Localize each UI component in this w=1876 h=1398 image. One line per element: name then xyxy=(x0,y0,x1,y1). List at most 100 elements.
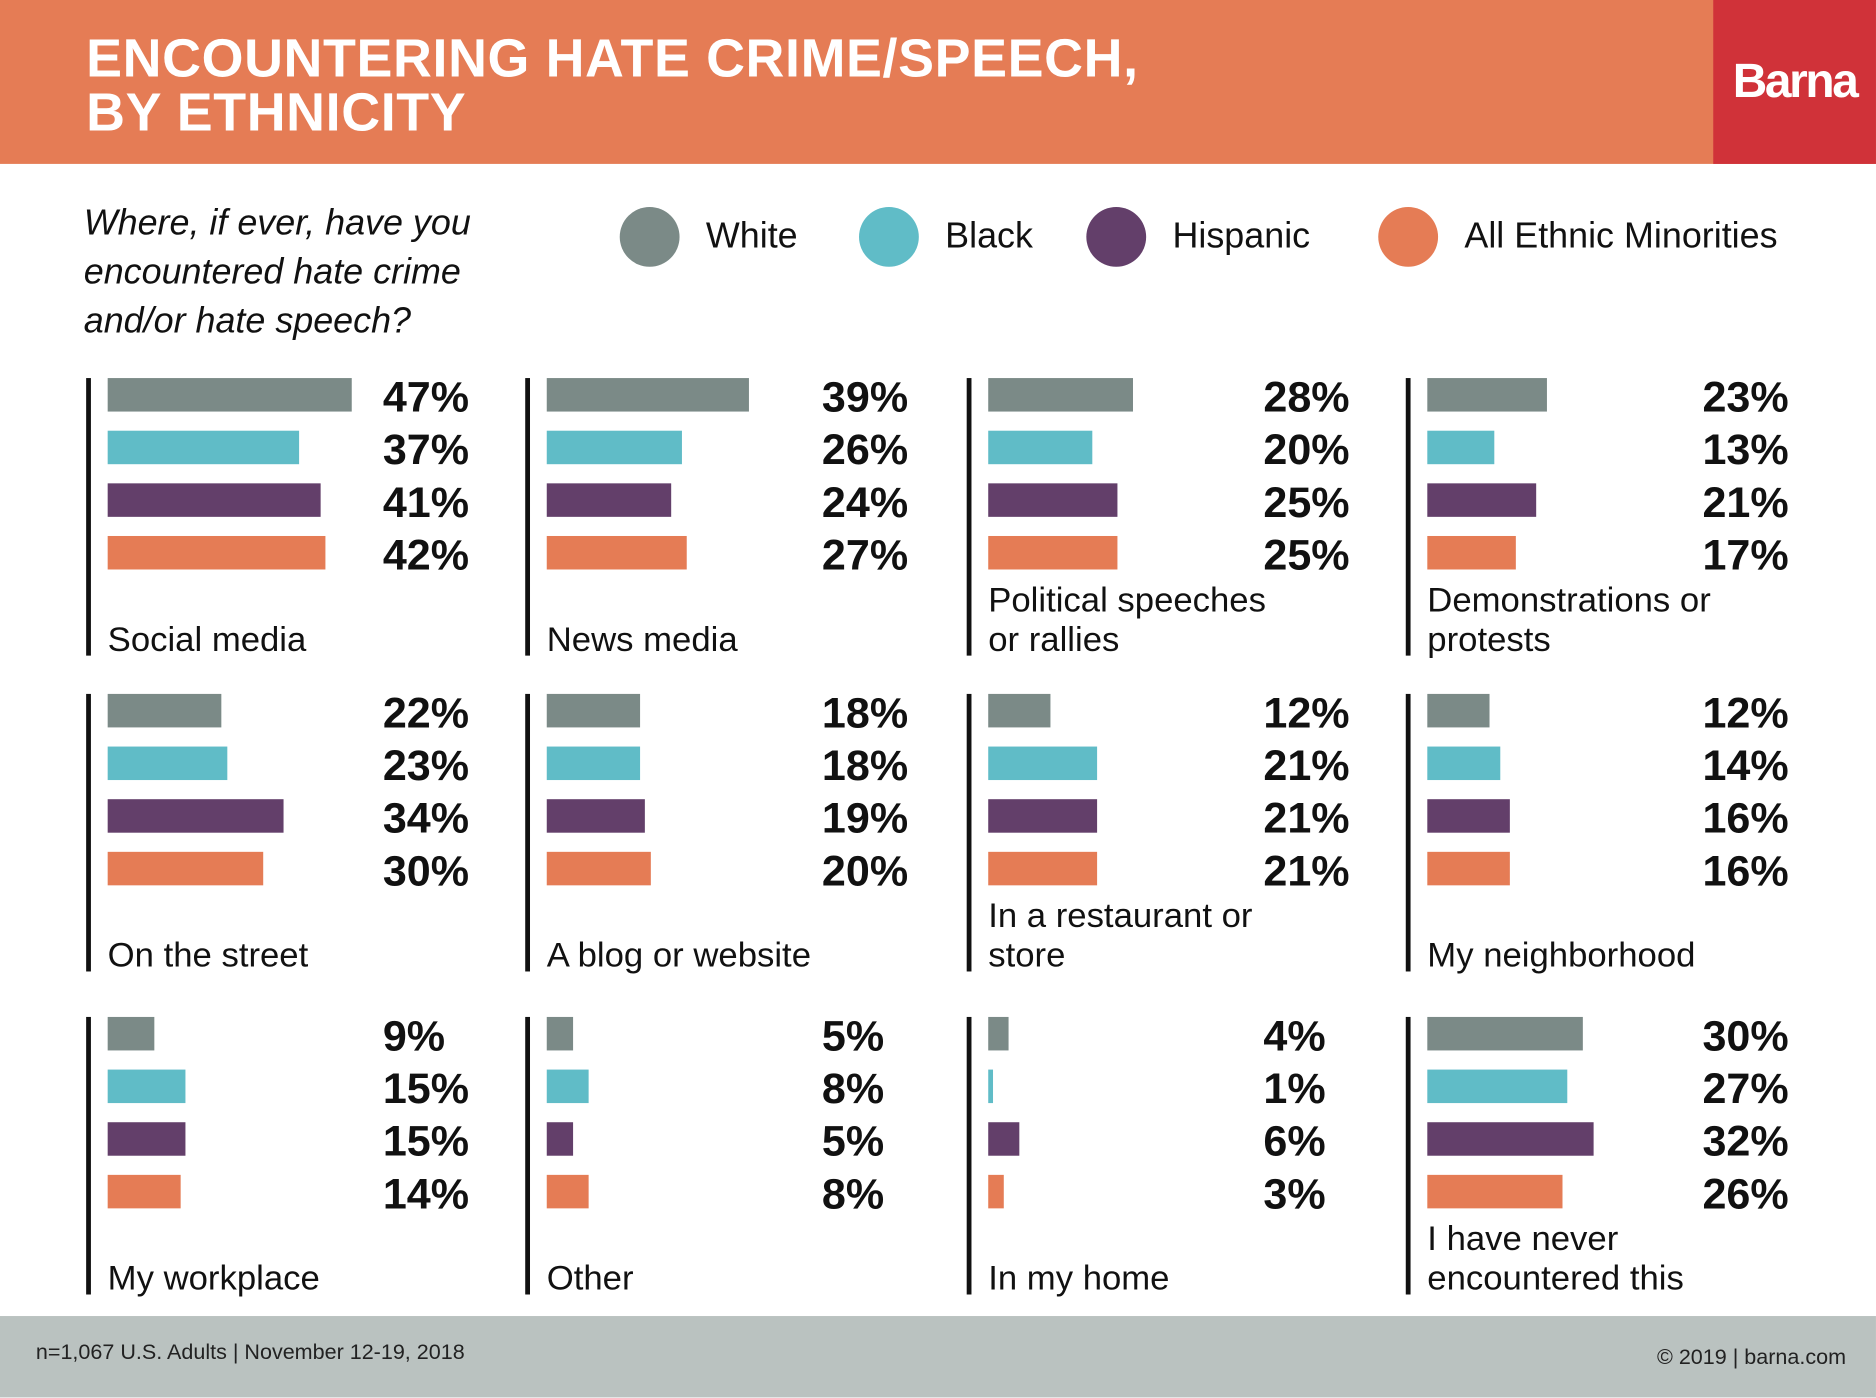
legend-label: Black xyxy=(945,216,1033,257)
category-panel: 5% 8% 5% 8% Other xyxy=(525,1010,925,1298)
data-label: 30% xyxy=(1702,1010,1789,1061)
category-panel: 9% 15% 15% 14% My workplace xyxy=(86,1010,486,1298)
category-label: Demonstrations or protests xyxy=(1427,581,1711,660)
bar-black xyxy=(107,746,227,781)
data-label: 15% xyxy=(382,1063,470,1113)
data-label: 25% xyxy=(1263,477,1350,527)
category-label: News media xyxy=(546,620,738,660)
bar-hispanic xyxy=(1427,1122,1594,1156)
bar-hispanic xyxy=(988,1122,1020,1156)
bar-white xyxy=(1427,1016,1583,1051)
data-label: 22% xyxy=(382,687,470,737)
data-label: 12% xyxy=(1702,687,1789,737)
category-label: A blog or website xyxy=(546,936,811,976)
category-panel: 18% 18% 19% 20% A blog or website xyxy=(525,687,925,975)
legend-label: Hispanic xyxy=(1172,216,1311,257)
category-label: Other xyxy=(546,1259,634,1299)
data-label: 23% xyxy=(382,740,470,790)
data-label: 21% xyxy=(1263,845,1350,895)
category-label: On the street xyxy=(107,936,309,976)
bar-hispanic xyxy=(988,799,1098,833)
title-line-2: BY ETHNICITY xyxy=(86,81,467,143)
bar-all-ethnic-minorities xyxy=(1427,535,1516,570)
category-panel: 4% 1% 6% 3% In my home xyxy=(966,1010,1367,1298)
data-label: 42% xyxy=(382,530,470,580)
data-label: 20% xyxy=(1263,424,1350,474)
data-label: 14% xyxy=(1702,740,1789,790)
category-label: Political speeches or rallies xyxy=(988,581,1266,660)
data-label: 41% xyxy=(382,477,470,527)
title-line-1: ENCOUNTERING HATE CRIME/SPEECH, xyxy=(86,27,1139,89)
chart-title: ENCOUNTERING HATE CRIME/SPEECH, BY ETHNI… xyxy=(86,31,1139,139)
data-label: 4% xyxy=(1263,1010,1326,1061)
bar-black xyxy=(988,1069,994,1104)
category-panel: 28% 20% 25% 25% Political speeches or rallie… xyxy=(966,372,1367,659)
data-label: 47% xyxy=(382,372,470,422)
data-label: 15% xyxy=(382,1116,470,1166)
legend-item: Hispanic xyxy=(1086,206,1311,267)
bar-black xyxy=(546,746,640,781)
category-label: Social media xyxy=(107,620,307,660)
bar-white xyxy=(107,378,352,412)
footer: n=1,067 U.S. Adults | November 12-19, 20… xyxy=(0,1316,1876,1398)
data-label: 37% xyxy=(382,424,470,474)
bar-all-ethnic-minorities xyxy=(107,535,326,570)
bar-black xyxy=(1427,430,1495,465)
legend-swatch xyxy=(619,206,680,267)
legend-item: Black xyxy=(859,206,1033,267)
data-label: 5% xyxy=(821,1116,885,1166)
data-label: 18% xyxy=(821,687,909,737)
data-label: 16% xyxy=(1702,845,1789,895)
category-panel: 47% 37% 41% 42% Social media xyxy=(86,372,486,659)
data-label: 30% xyxy=(382,845,470,895)
bar-all-ethnic-minorities xyxy=(546,851,651,886)
data-label: 6% xyxy=(1263,1116,1326,1166)
data-label: 13% xyxy=(1702,424,1789,474)
data-label: 14% xyxy=(382,1168,470,1218)
bar-black xyxy=(1427,746,1500,781)
data-label: 3% xyxy=(1263,1168,1326,1218)
sample-note: n=1,067 U.S. Adults | November 12-19, 20… xyxy=(35,1339,465,1364)
bar-all-ethnic-minorities xyxy=(107,851,264,886)
legend-label: All Ethnic Minorities xyxy=(1464,216,1778,257)
data-label: 27% xyxy=(1702,1063,1789,1113)
legend-item: White xyxy=(619,206,798,267)
legend-swatch xyxy=(1086,206,1147,267)
bar-black xyxy=(107,1069,186,1104)
copyright: © 2019 | barna.com xyxy=(1656,1344,1847,1369)
bar-all-ethnic-minorities xyxy=(988,1174,1004,1209)
bar-all-ethnic-minorities xyxy=(546,1174,589,1209)
bar-white xyxy=(988,378,1134,412)
data-label: 32% xyxy=(1702,1116,1789,1166)
data-label: 21% xyxy=(1263,740,1350,790)
bar-white xyxy=(546,1016,573,1051)
category-panel: 30% 27% 32% 26% I have never encountered thi… xyxy=(1405,1010,1806,1298)
data-label: 16% xyxy=(1702,793,1789,843)
bar-all-ethnic-minorities xyxy=(1427,851,1511,886)
data-label: 26% xyxy=(1702,1168,1789,1218)
bar-black xyxy=(988,746,1098,781)
data-label: 27% xyxy=(821,530,909,580)
data-label: 19% xyxy=(821,793,909,843)
bar-white xyxy=(1427,378,1547,412)
data-label: 24% xyxy=(821,477,909,527)
data-label: 18% xyxy=(821,740,909,790)
category-label: My workplace xyxy=(107,1259,320,1299)
data-label: 23% xyxy=(1702,372,1789,422)
data-label: 25% xyxy=(1263,530,1350,580)
bar-white xyxy=(107,1016,155,1051)
bar-black xyxy=(988,430,1092,465)
category-panel: 12% 21% 21% 21% In a restaurant or store xyxy=(966,691,1367,975)
category-panel: 12% 14% 16% 16% My neighborhood xyxy=(1405,687,1806,975)
data-label: 28% xyxy=(1263,372,1350,422)
bar-white xyxy=(988,1016,1009,1051)
category-panel: 39% 26% 24% 27% News media xyxy=(525,375,925,659)
bar-all-ethnic-minorities xyxy=(107,1174,181,1209)
legend-swatch xyxy=(1378,206,1439,267)
data-label: 9% xyxy=(382,1010,446,1061)
bar-hispanic xyxy=(107,1122,186,1156)
bar-hispanic xyxy=(107,483,321,517)
data-label: 5% xyxy=(821,1010,885,1061)
bar-white xyxy=(546,693,640,728)
bar-black xyxy=(546,430,682,465)
